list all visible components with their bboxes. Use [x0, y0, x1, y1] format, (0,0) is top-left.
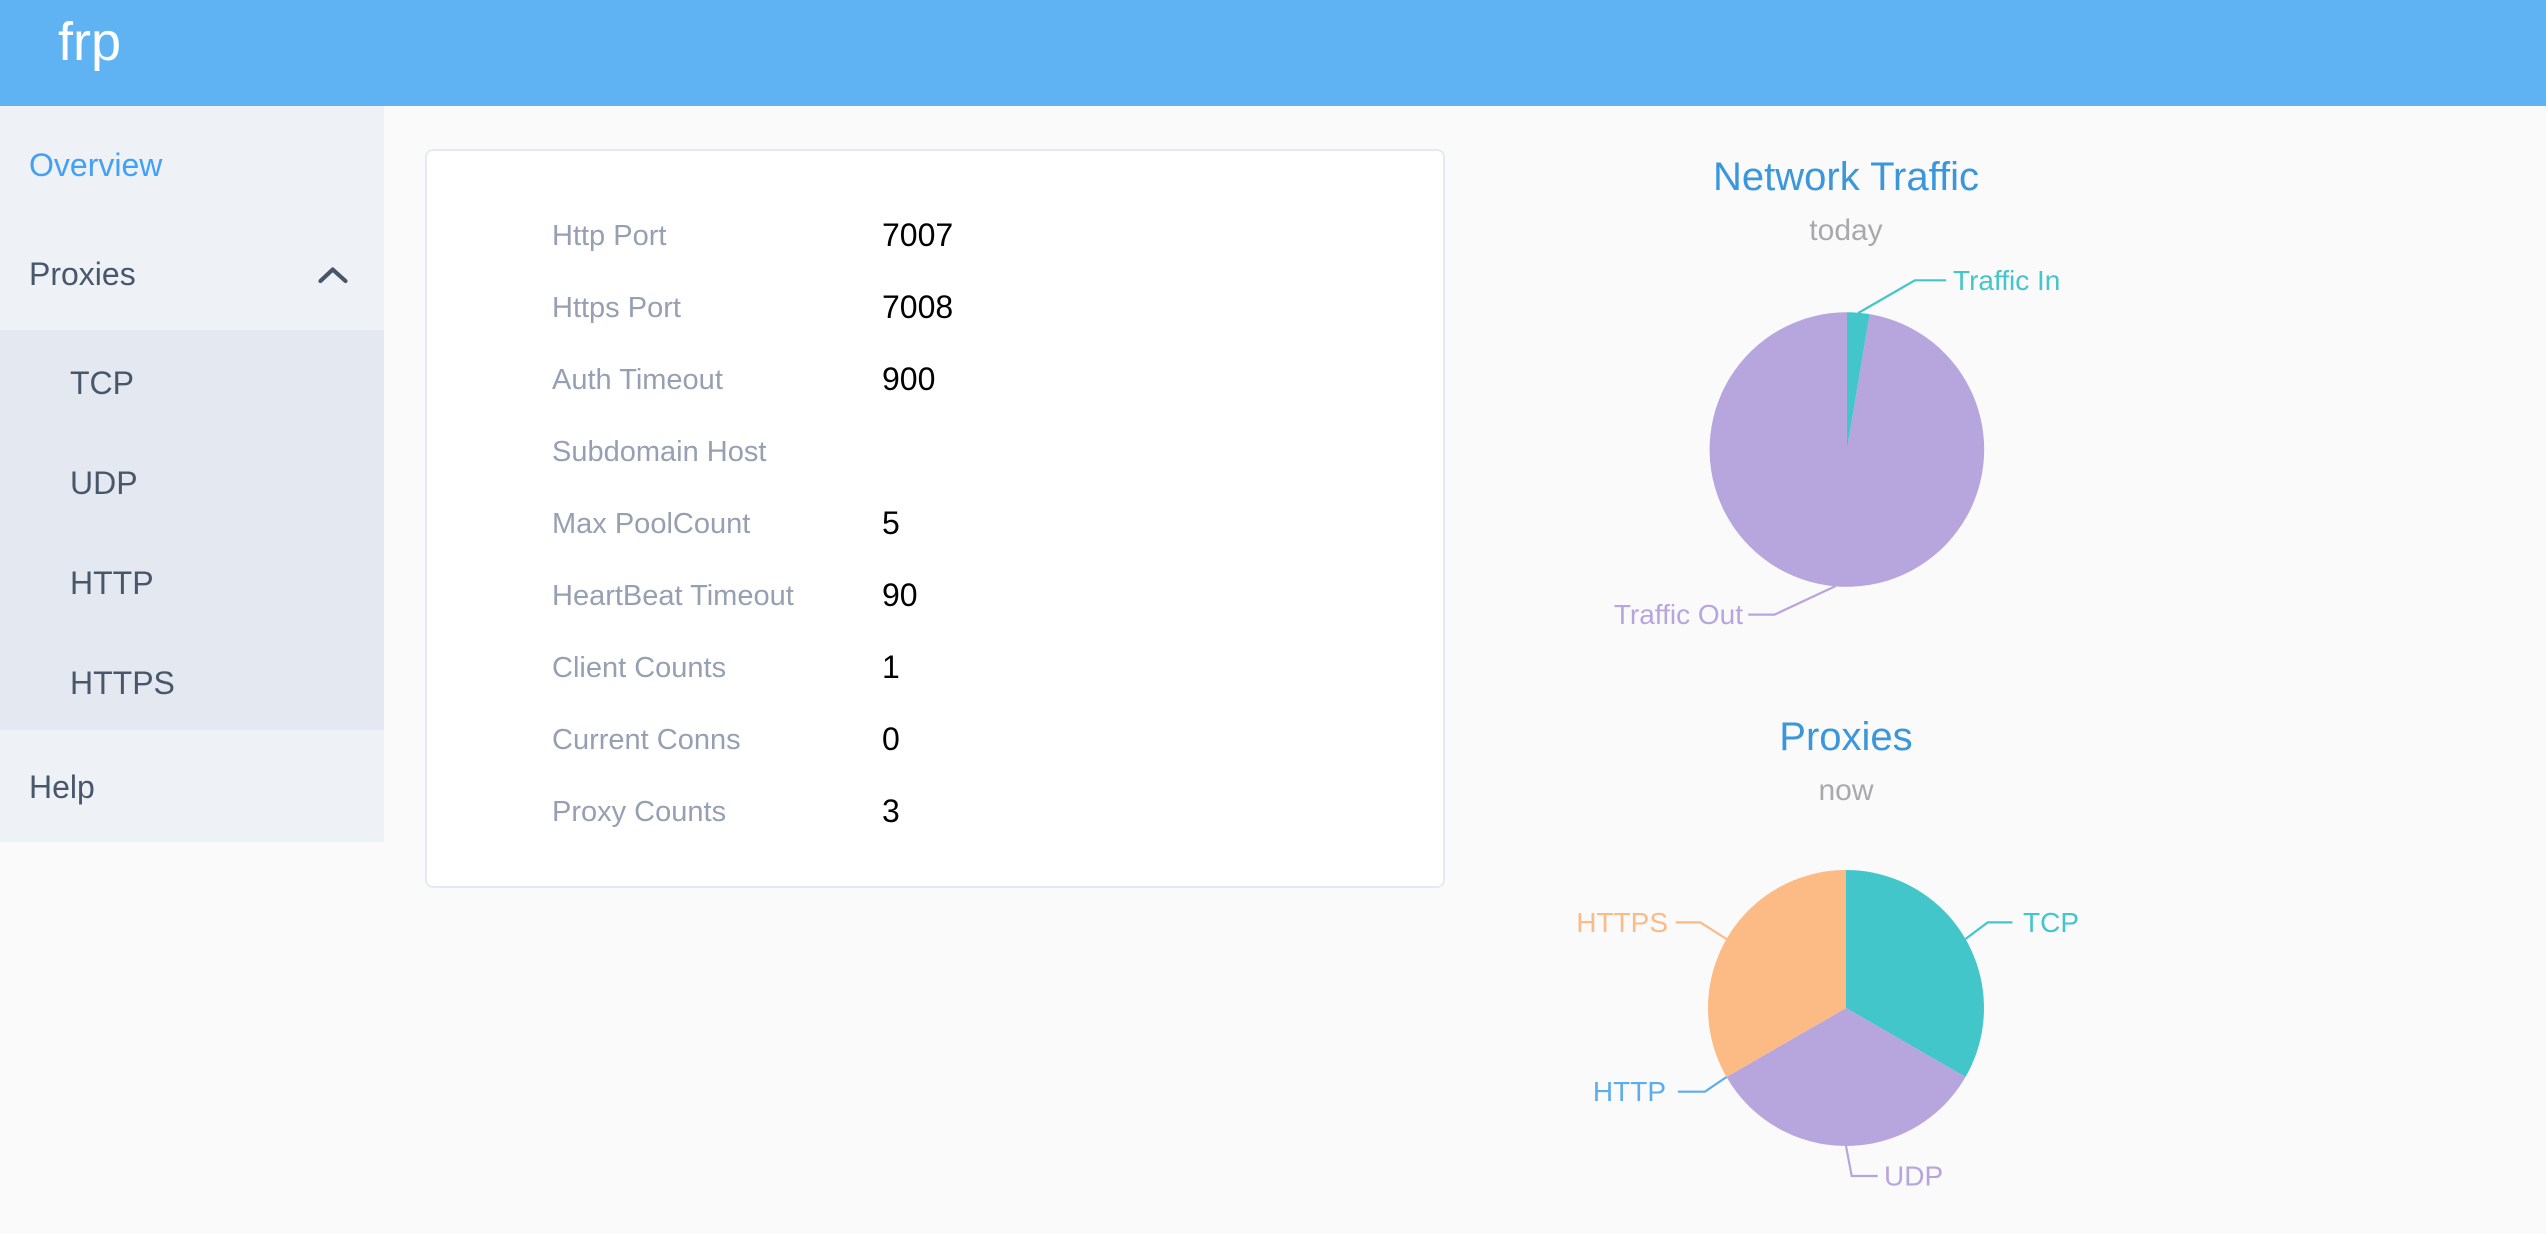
- svg-text:Traffic Out: Traffic Out: [1614, 599, 1743, 630]
- svg-text:HTTP: HTTP: [1593, 1076, 1666, 1107]
- svg-text:Proxies: Proxies: [1779, 715, 1912, 759]
- svg-text:HTTPS: HTTPS: [1576, 907, 1668, 938]
- svg-text:now: now: [1818, 774, 1873, 807]
- svg-text:today: today: [1809, 214, 1882, 247]
- svg-text:Network Traffic: Network Traffic: [1713, 155, 1979, 199]
- svg-text:UDP: UDP: [1884, 1161, 1943, 1192]
- svg-text:TCP: TCP: [2023, 907, 2079, 938]
- svg-text:Traffic In: Traffic In: [1953, 265, 2060, 296]
